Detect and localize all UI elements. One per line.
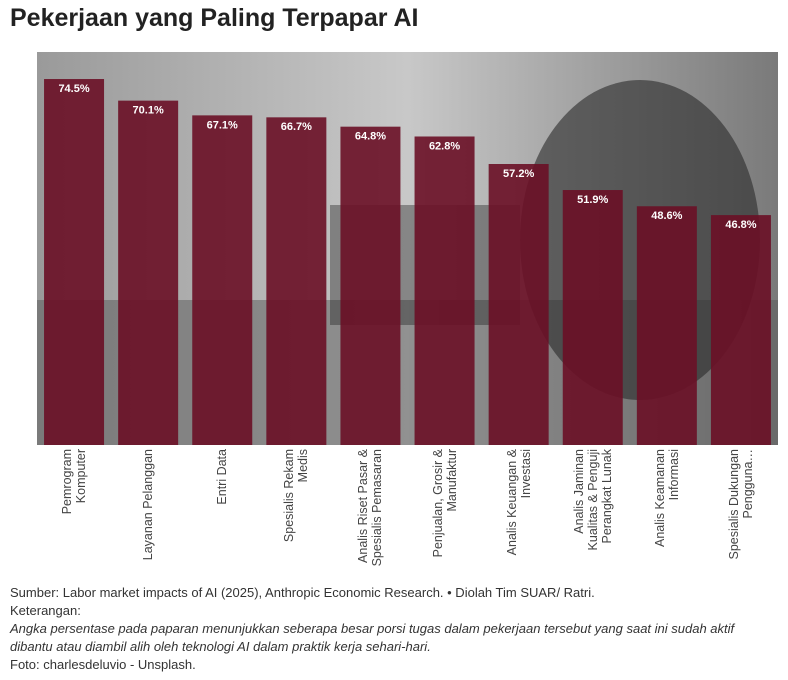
bar [710,215,771,445]
bar [266,117,327,446]
x-tick-text: Analis Riset Pasar & Spesialis Pemasaran [356,449,385,567]
chart-title: Pekerjaan yang Paling Terpapar AI [10,4,419,32]
value-label: 64.8% [355,131,386,143]
photo-credit: Foto: charlesdeluvio - Unsplash. [10,657,196,672]
x-tick-label: Spesialis Dukungan Pengguna… [709,449,773,567]
x-tick-text: Analis Keamanan Informasi [652,449,681,547]
x-tick-label: Analis Keuangan & Investasi [487,449,551,567]
value-label: 74.5% [58,83,89,95]
x-tick-text: Layanan Pelanggan [141,449,156,561]
x-tick-label: Analis Jaminan Kualitas & Penguji Perang… [561,449,625,567]
value-label: 70.1% [133,105,164,117]
x-tick-label: Layanan Pelanggan [116,449,180,567]
value-label: 67.1% [207,119,238,131]
source: Sumber: Labor market impacts of AI (2025… [10,585,595,600]
x-tick-label: Pemrogram Komputer [42,449,106,567]
value-label: 57.2% [503,168,534,180]
x-tick-text: Spesialis Dukungan Pengguna… [726,449,755,560]
x-tick-label: Penjualan, Grosir & Manufaktur [413,449,477,567]
x-tick-label: Spesialis Rekam Medis [264,449,328,567]
bar [118,100,179,445]
x-tick-text: Analis Jaminan Kualitas & Penguji Perang… [571,449,614,551]
x-tick-text: Penjualan, Grosir & Manufaktur [430,449,459,558]
x-tick-label: Entri Data [190,449,254,567]
bar [340,126,401,446]
note-title: Keterangan: [10,603,81,618]
note: Angka persentase pada paparan menunjukka… [10,621,735,654]
bar [44,79,105,446]
bar [192,115,253,445]
x-tick-text: Analis Keuangan & Investasi [504,449,533,556]
value-label: 66.7% [281,121,312,133]
value-label: 46.8% [725,219,756,231]
bar [414,136,475,445]
x-tick-text: Spesialis Rekam Medis [282,449,311,543]
value-label: 51.9% [577,194,608,206]
x-tick-text: Entri Data [215,449,230,505]
value-label: 62.8% [429,140,460,152]
bar [488,164,549,445]
bar [562,190,623,445]
x-tick-text: Pemrogram Komputer [60,449,89,515]
chart: 74.5% 70.1% 67.1% 66.7% 64.8% 62.8% 57.2% 51.9%… [37,52,778,446]
bar [636,206,697,445]
x-tick-label: Analis Keamanan Informasi [635,449,699,567]
footer: Sumber: Labor market impacts of AI (2025… [10,584,780,674]
value-label: 48.6% [651,210,682,222]
x-tick-label: Analis Riset Pasar & Spesialis Pemasaran [338,449,402,567]
